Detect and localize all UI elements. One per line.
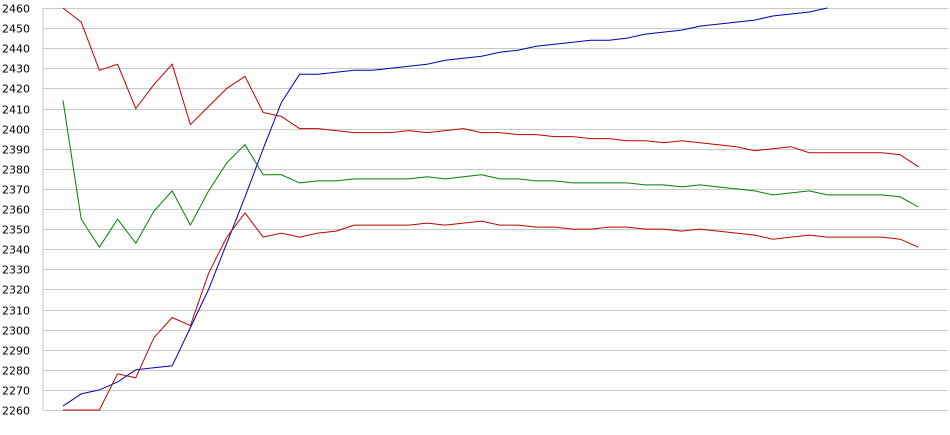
y-tick-label: 2360 — [2, 204, 30, 217]
y-tick-label: 2260 — [2, 405, 30, 418]
series-line-1 — [62, 7, 828, 407]
series-line-2 — [62, 7, 919, 168]
series-line-4 — [63, 212, 919, 411]
y-axis-ticks: 2260 2270 2280 2290 2300 2310 2320 2330 2340 2350… — [2, 3, 30, 418]
y-tick-label: 2350 — [2, 224, 30, 237]
y-tick-label: 2380 — [2, 164, 30, 177]
series-lines — [62, 7, 919, 411]
y-tick-label: 2450 — [2, 23, 30, 36]
gridlines — [42, 8, 948, 411]
y-tick-label: 2400 — [2, 124, 30, 137]
y-tick-label: 2300 — [2, 325, 30, 338]
series-line-3 — [62, 100, 919, 249]
y-tick-label: 2270 — [2, 385, 30, 398]
y-tick-label: 2280 — [2, 365, 30, 378]
y-tick-label: 2370 — [2, 184, 30, 197]
y-tick-label: 2320 — [2, 284, 30, 297]
y-tick-label: 2440 — [2, 43, 30, 56]
y-tick-label: 2390 — [2, 144, 30, 157]
y-tick-label: 2340 — [2, 244, 30, 257]
y-tick-label: 2430 — [2, 63, 30, 76]
y-tick-label: 2410 — [2, 104, 30, 117]
y-tick-label: 2290 — [2, 345, 30, 358]
y-tick-label: 2330 — [2, 264, 30, 277]
y-tick-label: 2310 — [2, 305, 30, 318]
y-tick-label: 2420 — [2, 83, 30, 96]
y-tick-label: 2460 — [2, 3, 30, 16]
